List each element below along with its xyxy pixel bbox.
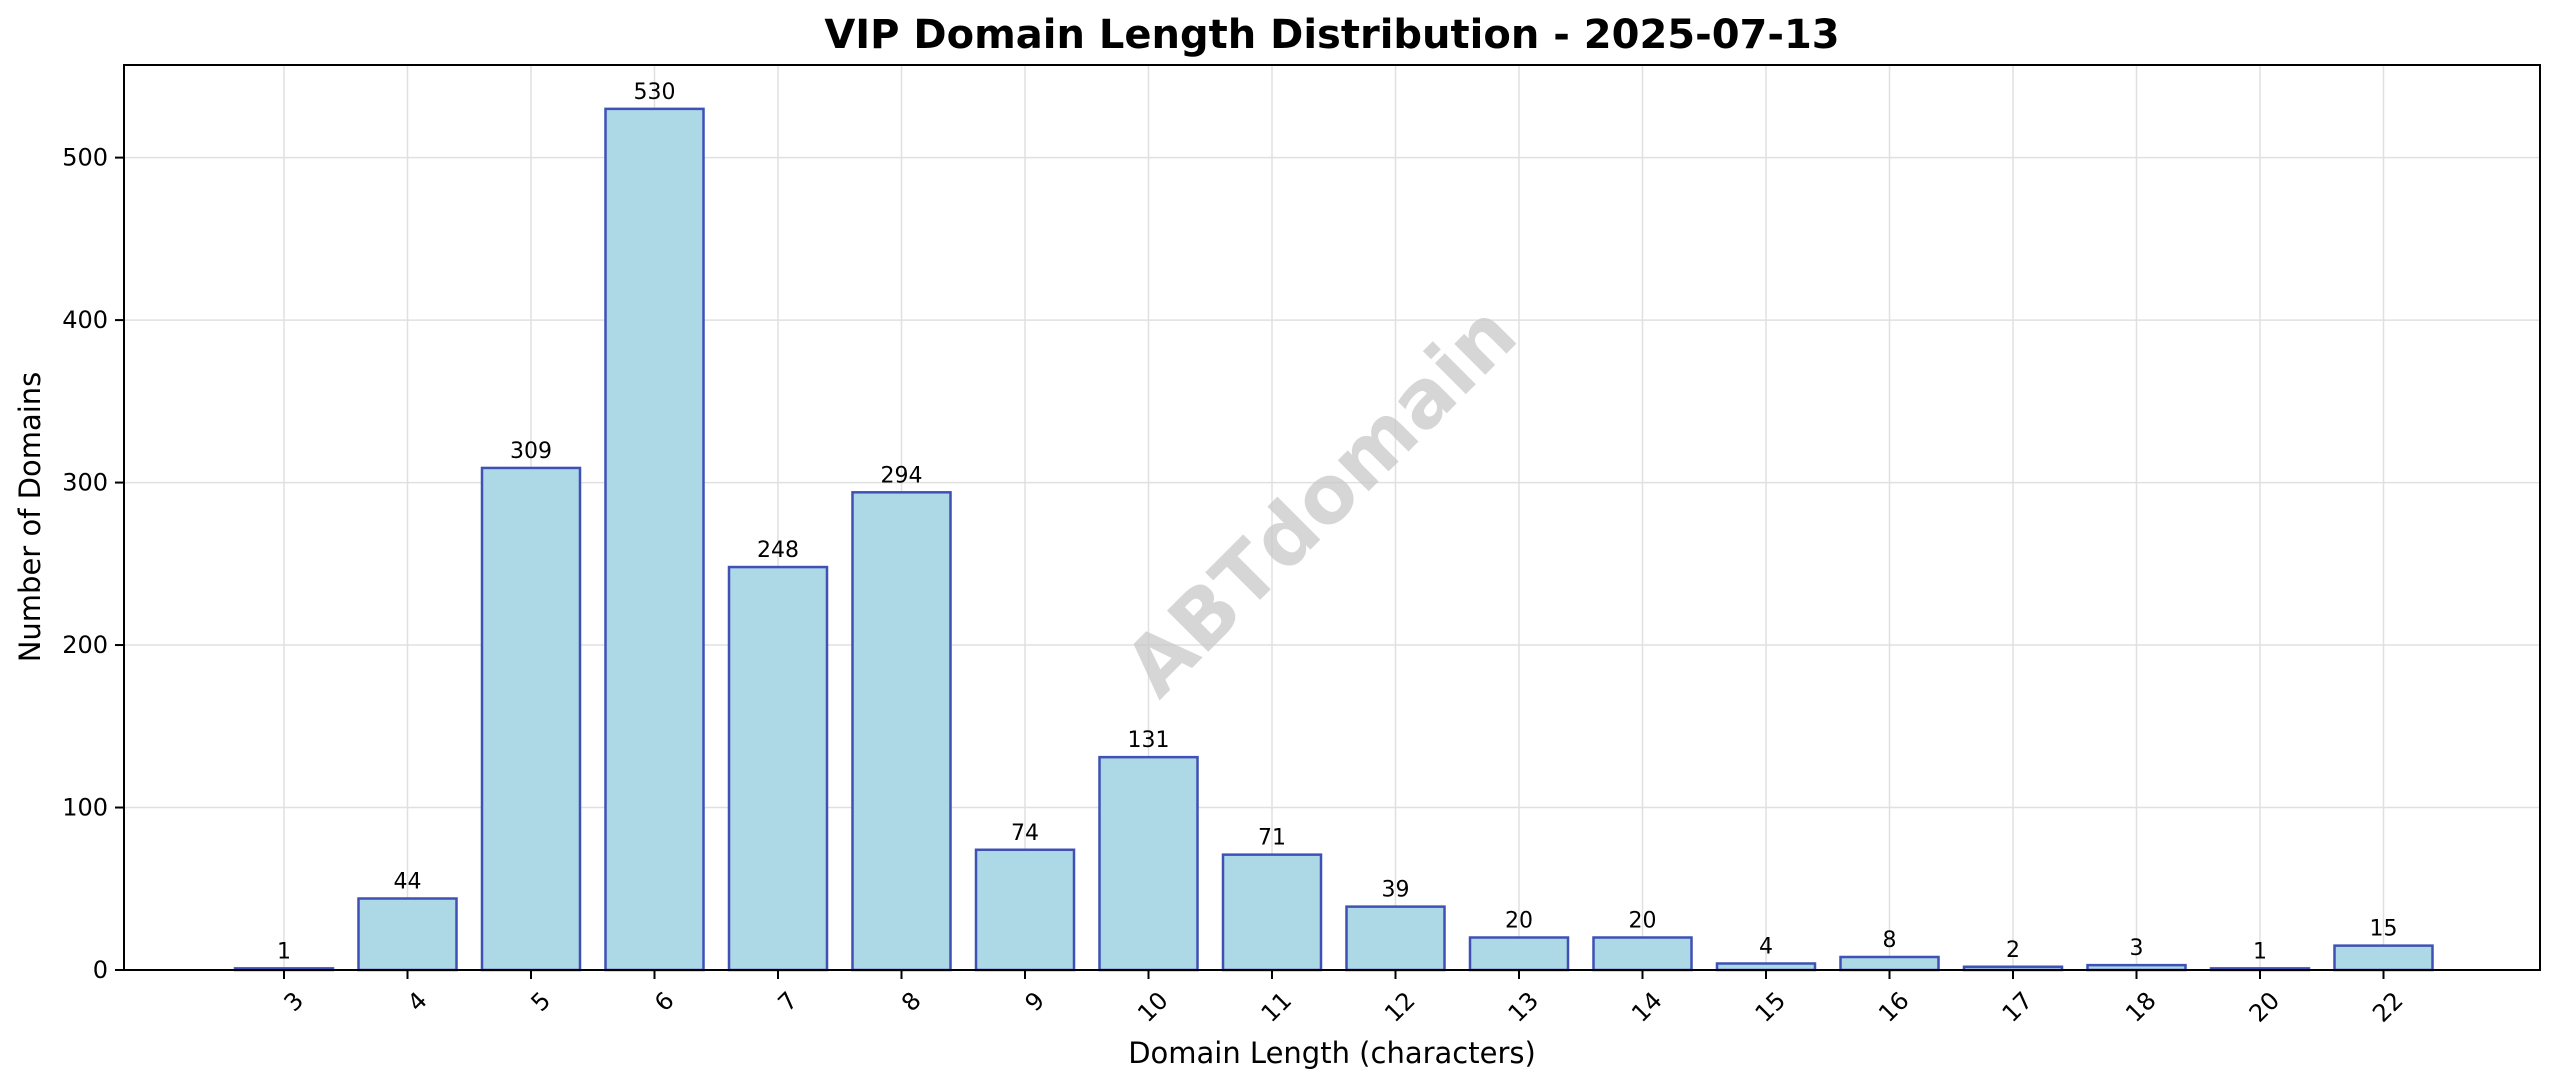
bar: [2333, 944, 2434, 972]
x-tick-label: 22: [2367, 986, 2408, 1027]
data-label: 4: [1759, 935, 1773, 960]
x-axis-label: Domain Length (characters): [1128, 1036, 1536, 1070]
x-tick-label: 17: [1997, 986, 2038, 1027]
bar: [480, 466, 582, 972]
y-tick-label: 200: [62, 631, 108, 659]
data-label: 309: [510, 439, 552, 464]
y-axis: 0 100 200 300 400 500: [62, 144, 124, 984]
x-tick-label: 20: [2244, 986, 2285, 1027]
watermark-text: ABTdomain: [1107, 287, 1534, 714]
data-label: 530: [634, 80, 676, 105]
value-labels: 1 44 309 530 248 294 74 131 71 39 20 20 4 8 2 3 1 15: [277, 80, 2398, 965]
data-label: 3: [2130, 936, 2144, 961]
bar: [1468, 936, 1570, 972]
bar: [1221, 853, 1323, 972]
data-label: 44: [394, 870, 422, 895]
bar: [1592, 936, 1693, 972]
data-label: 248: [757, 538, 799, 563]
y-tick-label: 100: [62, 794, 108, 822]
y-tick-label: 300: [62, 469, 108, 497]
data-label: 294: [881, 463, 923, 488]
chart-title: VIP Domain Length Distribution - 2025-07…: [824, 12, 1839, 58]
bar: [1098, 755, 1199, 972]
bar: [604, 107, 705, 972]
data-label: 20: [1505, 909, 1533, 934]
data-label: 39: [1382, 878, 1410, 903]
plot-frame: [123, 64, 2541, 971]
y-tick-label: 400: [62, 306, 108, 334]
x-axis: 3 4 5 6 7 8 9 10 11 12 13 14 15 16 17 18 20 22: [279, 970, 2409, 1028]
bar: [727, 565, 829, 972]
data-label: 15: [2370, 917, 2398, 942]
bar: [357, 897, 458, 972]
data-label: 74: [1011, 821, 1039, 846]
bar: [1345, 905, 1446, 972]
x-tick-label: 13: [1503, 986, 1544, 1027]
bars: [233, 107, 2434, 972]
data-label: 8: [1883, 928, 1897, 953]
x-tick-label: 15: [1750, 986, 1791, 1027]
data-label: 20: [1629, 909, 1657, 934]
bar: [851, 491, 952, 972]
data-label: 1: [2253, 939, 2267, 964]
bar: [974, 848, 1076, 972]
x-tick-label: 3: [279, 986, 310, 1017]
x-tick-label: 12: [1379, 986, 1420, 1027]
data-label: 71: [1258, 826, 1286, 851]
data-label: 2: [2006, 938, 2020, 963]
y-tick-label: 0: [93, 956, 108, 984]
x-tick-label: 6: [649, 986, 680, 1017]
x-tick-label: 5: [526, 986, 557, 1017]
x-tick-label: 18: [2120, 986, 2161, 1027]
x-tick-label: 10: [1132, 986, 1173, 1027]
x-tick-label: 7: [773, 986, 804, 1017]
x-tick-label: 8: [896, 986, 927, 1017]
data-label: 131: [1128, 728, 1170, 753]
y-tick-label: 500: [62, 144, 108, 172]
x-tick-label: 4: [402, 986, 433, 1017]
y-axis-label: Number of Domains: [13, 372, 47, 663]
watermark: ABTdomain: [1107, 287, 1534, 714]
x-tick-label: 11: [1256, 986, 1297, 1027]
bar: [1839, 955, 1940, 972]
data-label: 1: [277, 939, 291, 964]
x-tick-label: 9: [1020, 986, 1051, 1017]
x-tick-label: 16: [1873, 986, 1914, 1027]
x-tick-label: 14: [1626, 986, 1667, 1027]
